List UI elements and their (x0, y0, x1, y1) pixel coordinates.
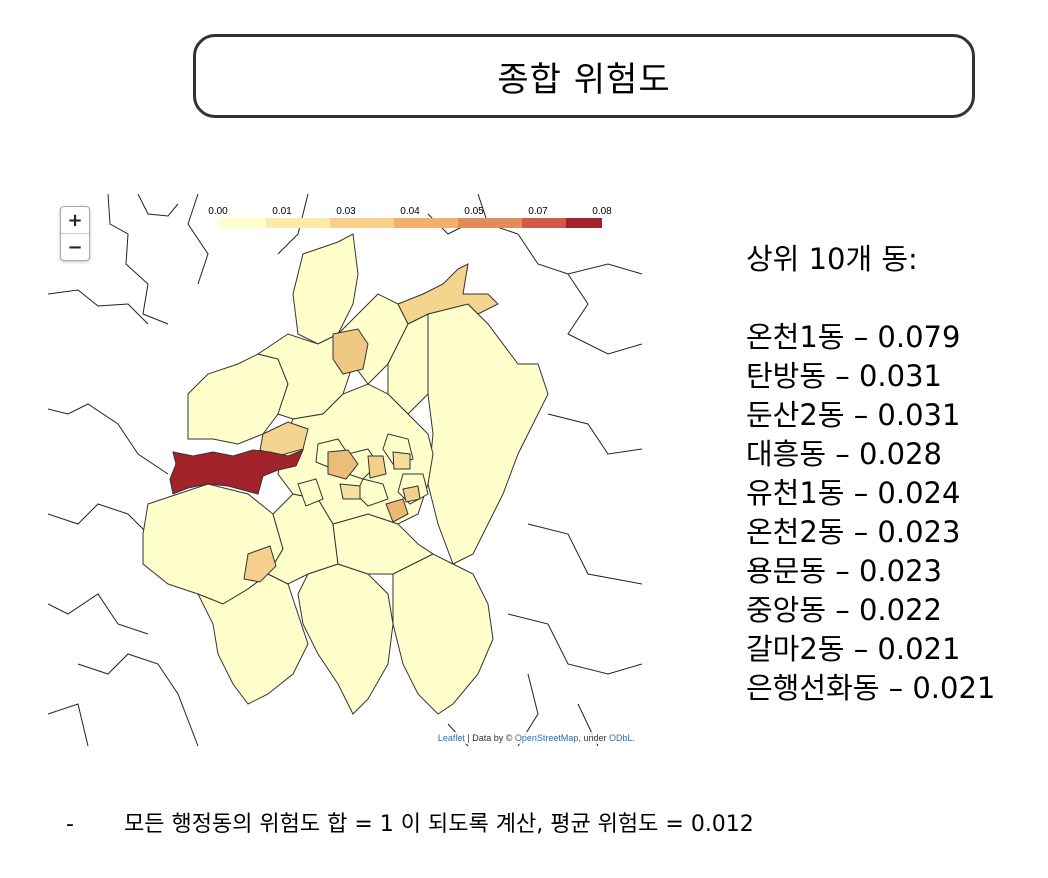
slide-title: 종합 위험도 (193, 34, 975, 118)
zoom-in-button[interactable]: + (67, 209, 83, 231)
district-core-moderate-1 (327, 449, 359, 480)
district-west-moderate (259, 421, 309, 457)
list-item: 용문동 – 0.023 (746, 554, 942, 588)
list-item: 대흥동 – 0.028 (746, 437, 942, 471)
district-northeast-peak (397, 263, 499, 325)
legend-tick: 0.07 (528, 206, 548, 217)
list-item: 중앙동 – 0.022 (746, 593, 942, 627)
legend-tick: 0.05 (464, 206, 484, 217)
district-lower-moderate (243, 545, 277, 583)
district-core-moderate-3 (392, 451, 411, 470)
legend-tick: 0.08 (592, 206, 612, 217)
osm-link[interactable]: OpenStreetMap (514, 733, 579, 743)
district-south (297, 563, 394, 715)
zoom-out-button[interactable]: − (61, 233, 89, 260)
top-list-heading: 상위 10개 동: (746, 242, 918, 276)
footnote: - 모든 행정동의 위험도 합 = 1 이 되도록 계산, 평균 위험도 = 0.… (66, 806, 754, 838)
legend-tick: 0.01 (272, 206, 292, 217)
district-core-moderate-4 (385, 498, 409, 523)
leaflet-link[interactable]: Leaflet (437, 733, 465, 743)
attribution-under: , under (578, 733, 607, 743)
list-item: 갈마2동 – 0.021 (746, 632, 961, 666)
list-item: 은행선화동 – 0.021 (746, 671, 996, 705)
footnote-text: 모든 행정동의 위험도 합 = 1 이 되도록 계산, 평균 위험도 = 0.0… (124, 812, 754, 837)
district-highest-risk (169, 449, 304, 495)
map-canvas[interactable]: 0.00 0.01 0.03 0.04 0.05 0.07 0.08 (48, 194, 642, 746)
slide-title-text: 종합 위험도 (497, 59, 671, 100)
district-core-moderate-2 (367, 455, 387, 479)
map-attribution: Leaflet | Data by © OpenStreetMap, under… (434, 732, 638, 744)
list-item: 둔산2동 – 0.031 (746, 398, 961, 432)
district-core-moderate-6 (339, 483, 361, 500)
choropleth-map[interactable]: 0.00 0.01 0.03 0.04 0.05 0.07 0.08 + − L… (48, 194, 642, 746)
district-upper-moderate (332, 328, 369, 375)
district-north (292, 233, 359, 345)
list-item: 온천1동 – 0.079 (746, 320, 961, 354)
list-item: 온천2동 – 0.023 (746, 515, 961, 549)
district-polygons[interactable] (142, 233, 549, 715)
legend: 0.00 0.01 0.03 0.04 0.05 0.07 0.08 (208, 206, 612, 228)
district-south-east (392, 553, 494, 715)
attribution-data-by: | Data by © (467, 733, 513, 743)
list-item: 탄방동 – 0.031 (746, 359, 942, 393)
outer-boundaries (48, 194, 642, 746)
zoom-control: + − (60, 206, 90, 261)
list-item: 유천1동 – 0.024 (746, 476, 961, 510)
district-small-6 (297, 478, 324, 507)
footnote-dash: - (66, 812, 74, 837)
legend-tick: 0.03 (336, 206, 356, 217)
district-south-west (196, 573, 309, 705)
legend-tick: 0.04 (400, 206, 420, 217)
legend-tick: 0.00 (208, 206, 228, 217)
district-core-moderate-5 (402, 485, 421, 503)
top-districts-list: 상위 10개 동: 온천1동 – 0.079 탄방동 – 0.031 둔산2동 … (746, 240, 995, 708)
odbl-link[interactable]: ODbL. (608, 733, 635, 743)
